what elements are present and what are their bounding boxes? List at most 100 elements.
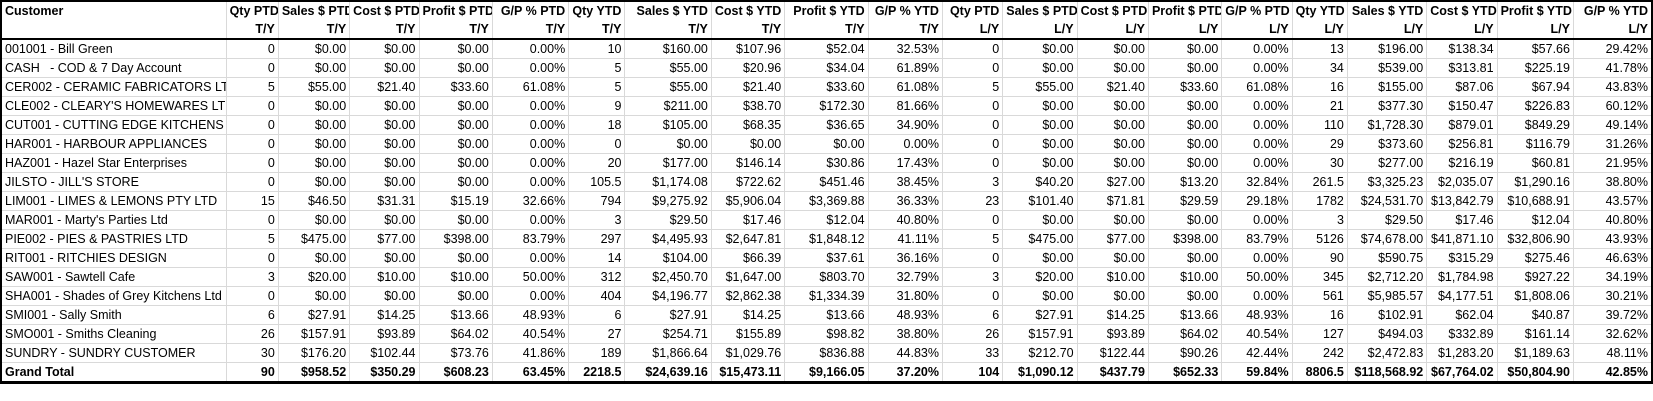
value-cell[interactable]: $64.02 [1147,324,1223,344]
value-cell[interactable]: 0 [225,58,279,78]
value-cell[interactable]: $33.60 [1147,77,1223,97]
column-subheader[interactable]: L/Y [1426,20,1498,40]
value-cell[interactable]: $0.00 [1002,134,1078,154]
value-cell[interactable]: $0.00 [1147,58,1223,78]
value-cell[interactable]: $21.40 [349,77,420,97]
column-header[interactable]: G/P % PTD [1221,0,1293,20]
value-cell[interactable]: $29.59 [1147,191,1223,211]
value-cell[interactable]: 43.93% [1572,229,1653,249]
value-cell[interactable]: $14.25 [349,305,420,325]
column-header[interactable]: Cost $ PTD [1076,0,1149,20]
value-cell[interactable]: $36.65 [784,115,869,135]
customer-cell[interactable]: SUNDRY - SUNDRY CUSTOMER [0,343,227,363]
value-cell[interactable]: $14.25 [710,305,786,325]
value-cell[interactable]: $0.00 [277,58,351,78]
value-cell[interactable]: $67,764.02 [1426,362,1498,384]
value-cell[interactable]: $33.60 [418,77,493,97]
value-cell[interactable]: 110 [1291,115,1348,135]
customer-cell[interactable]: CUT001 - CUTTING EDGE KITCHENS [0,115,227,135]
customer-cell[interactable]: CER002 - CERAMIC FABRICATORS LTD [0,77,227,97]
value-cell[interactable]: $1,848.12 [784,229,869,249]
value-cell[interactable]: $849.29 [1496,115,1574,135]
value-cell[interactable]: 40.54% [1221,324,1293,344]
value-cell[interactable]: $29.50 [1346,210,1428,230]
value-cell[interactable]: $4,196.77 [624,286,712,306]
value-cell[interactable]: $437.79 [1076,362,1149,384]
column-header[interactable]: Profit $ PTD [418,0,493,20]
column-subheader[interactable]: T/Y [491,20,570,40]
column-header[interactable]: Cost $ YTD [710,0,786,20]
column-subheader[interactable]: T/Y [225,20,279,40]
customer-cell[interactable]: MAR001 - Marty's Parties Ltd [0,210,227,230]
value-cell[interactable]: $475.00 [277,229,351,249]
value-cell[interactable]: 43.57% [1572,191,1653,211]
value-cell[interactable]: $161.14 [1496,324,1574,344]
value-cell[interactable]: $27.91 [277,305,351,325]
value-cell[interactable]: $803.70 [784,267,869,287]
value-cell[interactable]: $313.81 [1426,58,1498,78]
customer-cell[interactable]: SAW001 - Sawtell Cafe [0,267,227,287]
value-cell[interactable]: $0.00 [710,134,786,154]
value-cell[interactable]: $0.00 [1076,153,1149,173]
value-cell[interactable]: $102.44 [349,343,420,363]
value-cell[interactable]: $1,728.30 [1346,115,1428,135]
column-header[interactable]: Profit $ YTD [784,0,869,20]
value-cell[interactable]: $98.82 [784,324,869,344]
value-cell[interactable]: $0.00 [418,153,493,173]
value-cell[interactable]: $211.00 [624,96,712,116]
value-cell[interactable]: $4,495.93 [624,229,712,249]
value-cell[interactable]: $27.91 [1002,305,1078,325]
value-cell[interactable]: 189 [568,343,626,363]
value-cell[interactable]: $1,189.63 [1496,343,1574,363]
value-cell[interactable]: 83.79% [1221,229,1293,249]
value-cell[interactable]: $256.81 [1426,134,1498,154]
value-cell[interactable]: 50.00% [491,267,570,287]
value-cell[interactable]: 127 [1291,324,1348,344]
column-header[interactable]: Profit $ PTD [1147,0,1223,20]
value-cell[interactable]: 105.5 [568,172,626,192]
value-cell[interactable]: $87.06 [1426,77,1498,97]
value-cell[interactable]: $2,472.83 [1346,343,1428,363]
value-cell[interactable]: 5 [225,229,279,249]
value-cell[interactable]: 297 [568,229,626,249]
customer-cell[interactable]: HAZ001 - Hazel Star Enterprises [0,153,227,173]
value-cell[interactable]: 38.45% [867,172,943,192]
value-cell[interactable]: 60.12% [1572,96,1653,116]
column-subheader[interactable] [0,20,227,40]
value-cell[interactable]: $0.00 [1076,38,1149,59]
value-cell[interactable]: 0.00% [1221,153,1293,173]
value-cell[interactable]: $3,325.23 [1346,172,1428,192]
value-cell[interactable]: $0.00 [277,38,351,59]
value-cell[interactable]: 48.93% [491,305,570,325]
value-cell[interactable]: 41.86% [491,343,570,363]
value-cell[interactable]: $0.00 [1076,210,1149,230]
value-cell[interactable]: $0.00 [418,115,493,135]
value-cell[interactable]: $138.34 [1426,38,1498,59]
value-cell[interactable]: $0.00 [1147,38,1223,59]
value-cell[interactable]: $160.00 [624,38,712,59]
column-header[interactable]: Sales $ YTD [1346,0,1428,20]
value-cell[interactable]: $0.00 [349,286,420,306]
value-cell[interactable]: 561 [1291,286,1348,306]
value-cell[interactable]: $176.20 [277,343,351,363]
value-cell[interactable]: $33.60 [784,77,869,97]
value-cell[interactable]: $24,531.70 [1346,191,1428,211]
value-cell[interactable]: $0.00 [418,248,493,268]
value-cell[interactable]: $4,177.51 [1426,286,1498,306]
value-cell[interactable]: 32.66% [491,191,570,211]
value-cell[interactable]: $0.00 [784,134,869,154]
value-cell[interactable]: $0.00 [1076,96,1149,116]
value-cell[interactable]: $608.23 [418,362,493,384]
value-cell[interactable]: $55.00 [1002,77,1078,97]
value-cell[interactable]: 0.00% [1221,134,1293,154]
value-cell[interactable]: $0.00 [1076,248,1149,268]
value-cell[interactable]: $277.00 [1346,153,1428,173]
value-cell[interactable]: 48.93% [1221,305,1293,325]
value-cell[interactable]: $0.00 [418,58,493,78]
customer-cell[interactable]: SMI001 - Sally Smith [0,305,227,325]
value-cell[interactable]: $55.00 [624,77,712,97]
value-cell[interactable]: $0.00 [277,210,351,230]
column-header-customer[interactable]: Customer [0,0,227,20]
value-cell[interactable]: 20 [568,153,626,173]
value-cell[interactable]: 0 [568,134,626,154]
